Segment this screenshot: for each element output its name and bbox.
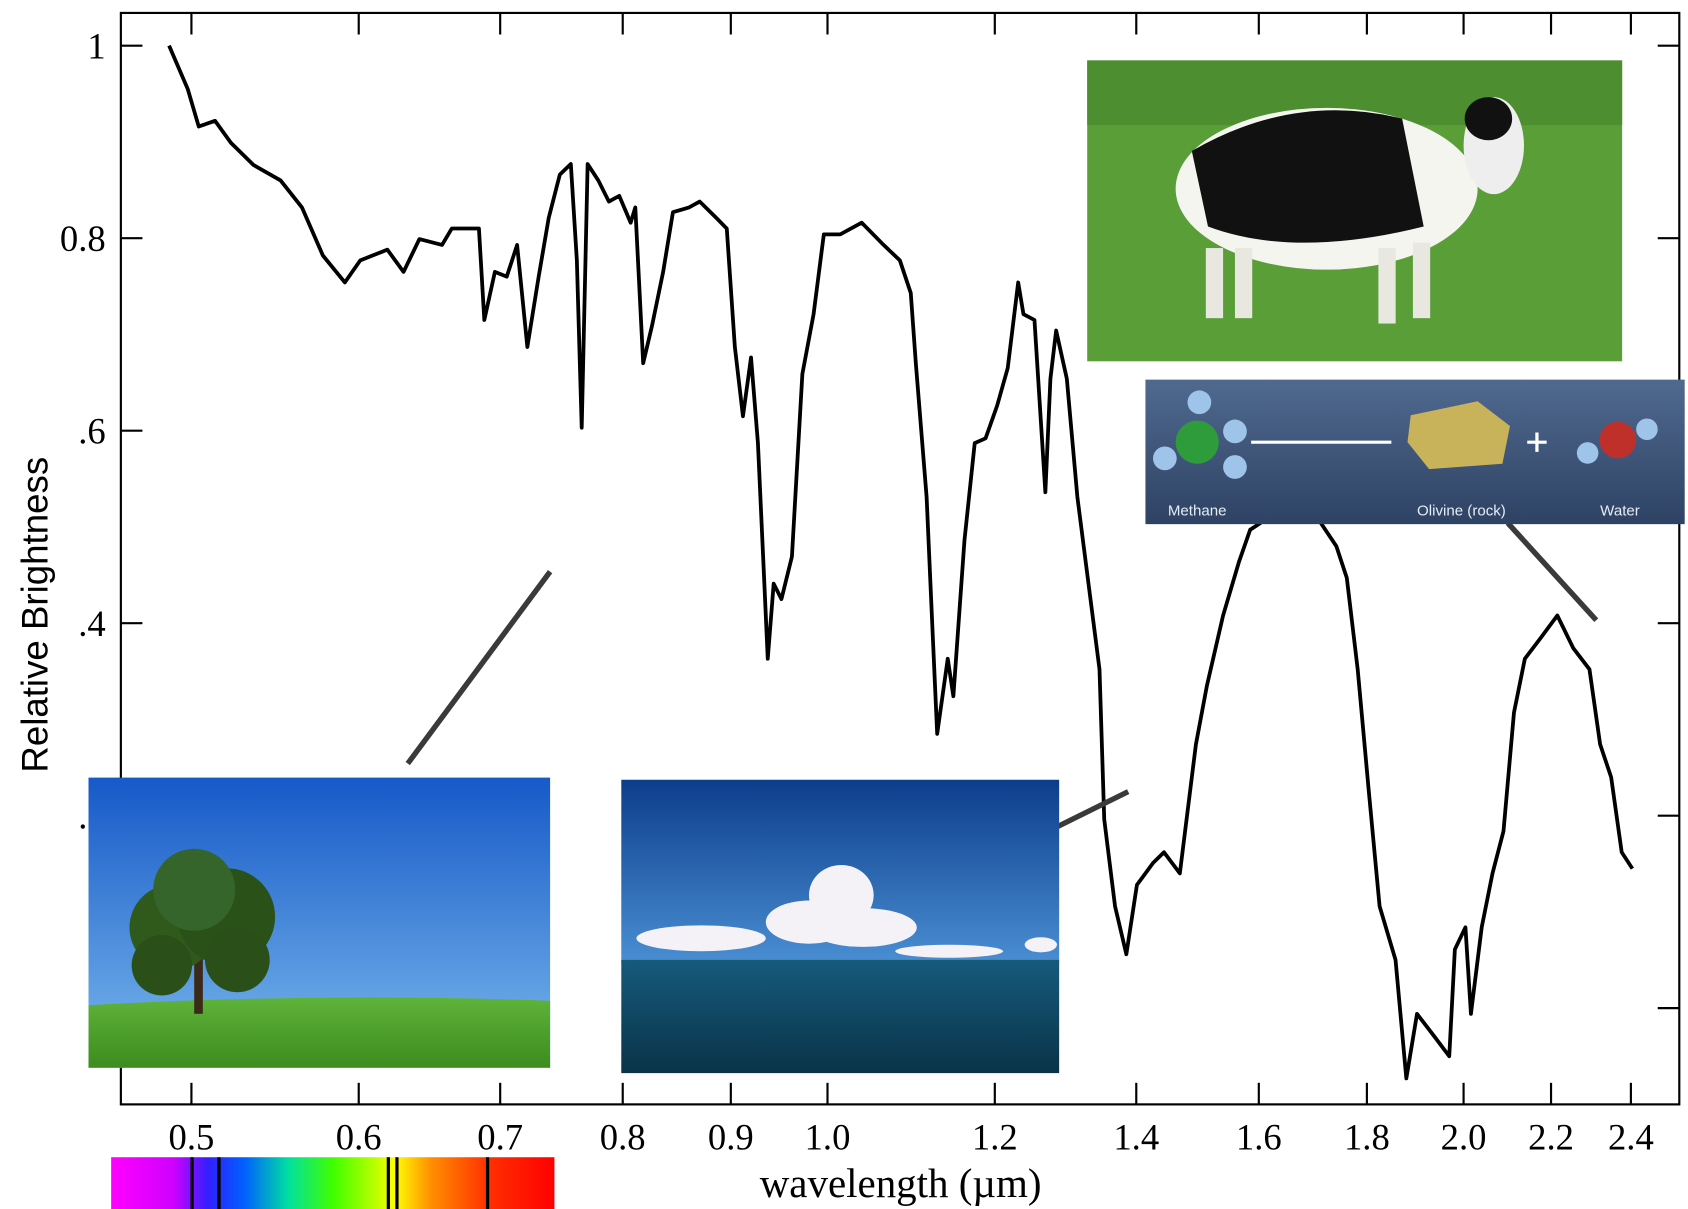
ocean-photo	[621, 780, 1059, 1073]
y-tick-label: .6	[78, 411, 105, 452]
x-tick-label: 2.4	[1608, 1117, 1654, 1158]
y-tick-label: 0.8	[60, 218, 106, 259]
cow-photo	[1087, 60, 1622, 361]
x-tick-label: 1.0	[805, 1117, 851, 1158]
spectrum-bar	[111, 1157, 554, 1209]
x-tick-label: 0.7	[477, 1117, 523, 1158]
x-tick-label: 1.2	[972, 1117, 1018, 1158]
x-tick-label: 0.5	[169, 1117, 215, 1158]
page: {"chart_data": { "type": "line", "y_labe…	[0, 0, 1688, 1209]
y-tick-label: 1	[87, 26, 105, 67]
chart: 0.2.4.60.810.50.60.70.80.91.01.21.41.61.…	[0, 0, 1688, 1209]
methane-diagram: Methane Olivine (rock) Water	[1145, 380, 1684, 525]
x-axis-title: wavelength (µm)	[760, 1160, 1042, 1206]
x-tick-label: 0.6	[336, 1117, 382, 1158]
y-axis-title: Relative Brightness	[15, 457, 56, 773]
x-tick-label: 2.0	[1441, 1117, 1487, 1158]
x-tick-label: 1.6	[1236, 1117, 1282, 1158]
diagram-label: Methane	[1168, 503, 1227, 520]
y-tick-label: .4	[78, 603, 105, 644]
x-tick-label: 1.4	[1113, 1117, 1159, 1158]
x-tick-label: 1.8	[1344, 1117, 1390, 1158]
diagram-label: Water	[1600, 503, 1640, 520]
tree-photo	[89, 778, 551, 1068]
x-tick-label: 0.9	[708, 1117, 754, 1158]
x-tick-label: 2.2	[1528, 1117, 1574, 1158]
diagram-label: Olivine (rock)	[1417, 503, 1506, 520]
x-tick-label: 0.8	[600, 1117, 646, 1158]
